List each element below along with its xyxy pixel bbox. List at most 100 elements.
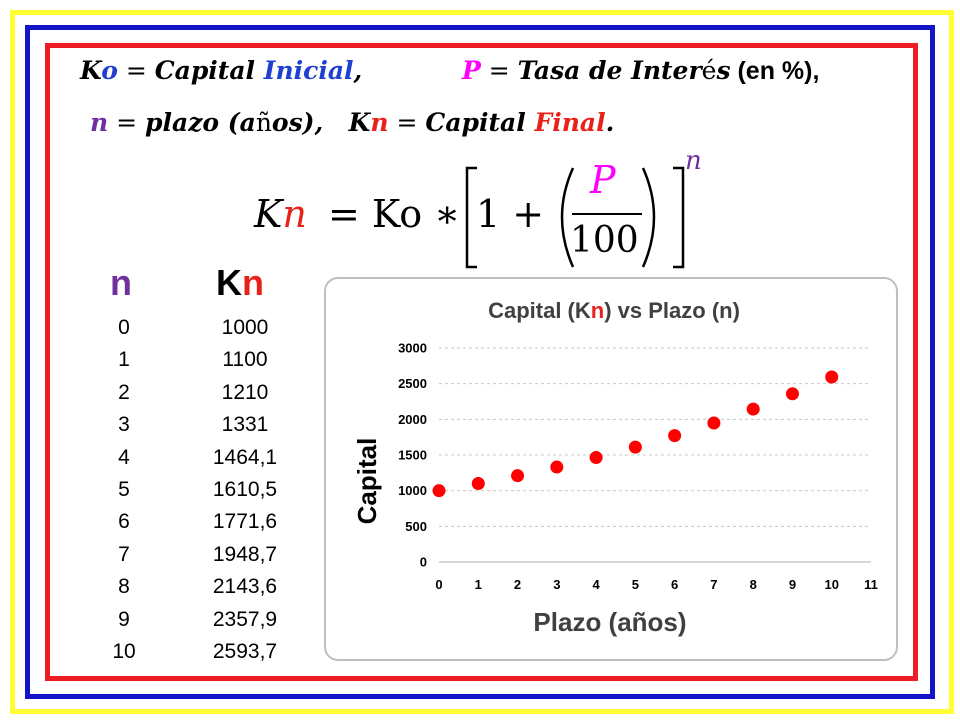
def-n-equals: = <box>108 108 146 137</box>
right-square-bracket <box>673 166 685 269</box>
x-tick-label: 3 <box>553 577 560 592</box>
table-cell-kn: 2357,9 <box>212 607 278 631</box>
table-header-n: n <box>110 262 132 303</box>
middle-blue-frame <box>25 25 935 699</box>
table-cell-kn: 1948,7 <box>212 542 278 566</box>
formula-numerator: P <box>590 158 616 202</box>
formula-denominator: 100 <box>570 220 639 261</box>
def-ko-o: o <box>101 56 118 85</box>
formula-one-plus: 1 + <box>476 192 545 236</box>
def-kn-n: n <box>370 108 389 137</box>
formula-exponent: n <box>685 146 702 176</box>
def-n-label-end: os), <box>271 108 324 137</box>
table-cell-kn: 1331 <box>221 413 269 437</box>
table-cell-n: 8 <box>118 575 130 599</box>
capital-vs-plazo-chart: Capital (Kn) vs Plazo (n) Plazo (años) C… <box>352 298 878 637</box>
x-tick-label: 1 <box>475 577 482 592</box>
x-tick-label: 10 <box>824 577 838 592</box>
table-cell-n: 3 <box>118 413 130 437</box>
table-header-kn: Kn <box>216 262 264 304</box>
formula-lhs-k: K <box>254 192 283 236</box>
data-point <box>550 460 564 474</box>
data-point <box>471 477 485 491</box>
formula-brackets <box>465 166 685 269</box>
y-axis-ticks: 0 500 1000 1500 2000 2500 3000 <box>398 341 427 570</box>
left-square-bracket <box>465 166 477 269</box>
y-tick-label: 500 <box>405 519 427 534</box>
left-parenthesis <box>560 167 575 268</box>
table-header-kn-k: K <box>216 262 242 303</box>
table-header-kn-n: n <box>242 262 264 303</box>
right-parenthesis <box>641 167 656 268</box>
x-tick-label: 6 <box>671 577 678 592</box>
x-tick-label: 11 <box>864 577 878 592</box>
def-kn-equals: = <box>388 108 426 137</box>
y-axis-label: Capital <box>352 438 382 525</box>
y-tick-label: 1500 <box>398 448 427 463</box>
data-point <box>785 387 799 401</box>
chart-title-part-a: Capital (K <box>488 298 591 323</box>
y-tick-label: 2000 <box>398 412 427 427</box>
table-cell-n: 9 <box>118 607 130 631</box>
def-ko-separator: , <box>353 56 363 85</box>
def-n-label: plazo (a <box>145 108 256 137</box>
y-tick-label: 1000 <box>398 483 427 498</box>
table-cell-kn: 1610,5 <box>212 477 278 501</box>
data-point <box>825 370 839 384</box>
x-tick-label: 8 <box>750 577 757 592</box>
def-p-label-accent: é <box>701 56 717 85</box>
def-kn-label: Capital <box>425 108 535 137</box>
def-p-label: Tasa de Inter <box>517 56 702 85</box>
table-cell-n: 5 <box>118 477 130 501</box>
def-kn-k: K <box>348 108 371 137</box>
x-tick-label: 7 <box>710 577 717 592</box>
def-ko-equals: = <box>117 56 155 85</box>
table-column-kn: 1000 1100 1210 1331 1464,1 1610,5 1771,6 1948,7… <box>200 312 290 668</box>
table-cell-n: 10 <box>112 639 136 663</box>
table-cell-n: 2 <box>118 380 130 404</box>
data-point <box>589 451 603 465</box>
table-cell-kn: 2593,7 <box>212 639 278 663</box>
formula-lhs: Kn <box>254 192 307 236</box>
data-point <box>511 469 525 483</box>
table-cell-kn: 1464,1 <box>212 445 278 469</box>
data-point <box>628 440 642 454</box>
table-cell-n: 4 <box>118 445 130 469</box>
x-tick-label: 4 <box>592 577 600 592</box>
x-axis-ticks: 0 1 2 3 4 5 6 7 8 9 10 11 <box>435 577 877 592</box>
x-tick-label: 9 <box>789 577 796 592</box>
data-point <box>707 416 721 430</box>
definition-ko: Ko = Capital Inicial, <box>80 56 362 85</box>
def-p-label-end: s <box>716 56 731 85</box>
data-point <box>432 484 446 498</box>
chart-title-part-c: ) vs Plazo (n) <box>604 298 740 323</box>
y-tick-label: 0 <box>420 555 427 570</box>
definition-p: P = Tasa de Interés (en %), <box>462 56 819 86</box>
y-tick-label: 3000 <box>398 341 427 356</box>
outer-yellow-frame <box>10 10 954 714</box>
def-n-symbol: n <box>90 108 109 137</box>
x-tick-label: 5 <box>632 577 639 592</box>
chart-panel <box>324 277 898 661</box>
table-cell-kn: 1210 <box>221 380 269 404</box>
table-cell-n: 0 <box>118 316 130 339</box>
x-axis-label: Plazo (años) <box>533 607 686 637</box>
formula-rhs: = Ko ∗ <box>328 192 460 236</box>
formula-lhs-n: n <box>282 192 307 236</box>
def-kn-label-final: Final <box>534 108 606 137</box>
chart-grid <box>439 347 871 527</box>
table-cell-n: 1 <box>118 348 130 372</box>
data-point <box>668 429 682 443</box>
x-tick-label: 0 <box>435 577 442 592</box>
table-cell-kn: 1771,6 <box>212 510 278 534</box>
fraction-bar <box>572 213 642 215</box>
inner-red-frame <box>45 43 918 681</box>
compound-interest-formula: Kn = Ko ∗ 1 + P 100 n <box>250 146 720 275</box>
table-column-n: 0 1 2 3 4 5 6 7 8 9 10 <box>100 312 148 668</box>
table-cell-n: 7 <box>118 542 130 566</box>
data-points <box>432 370 839 498</box>
table-cell-kn: 2143,6 <box>212 575 278 599</box>
def-ko-k: K <box>80 56 102 85</box>
definition-n-kn: n = plazo (años), Kn = Capital Final. <box>90 108 614 137</box>
